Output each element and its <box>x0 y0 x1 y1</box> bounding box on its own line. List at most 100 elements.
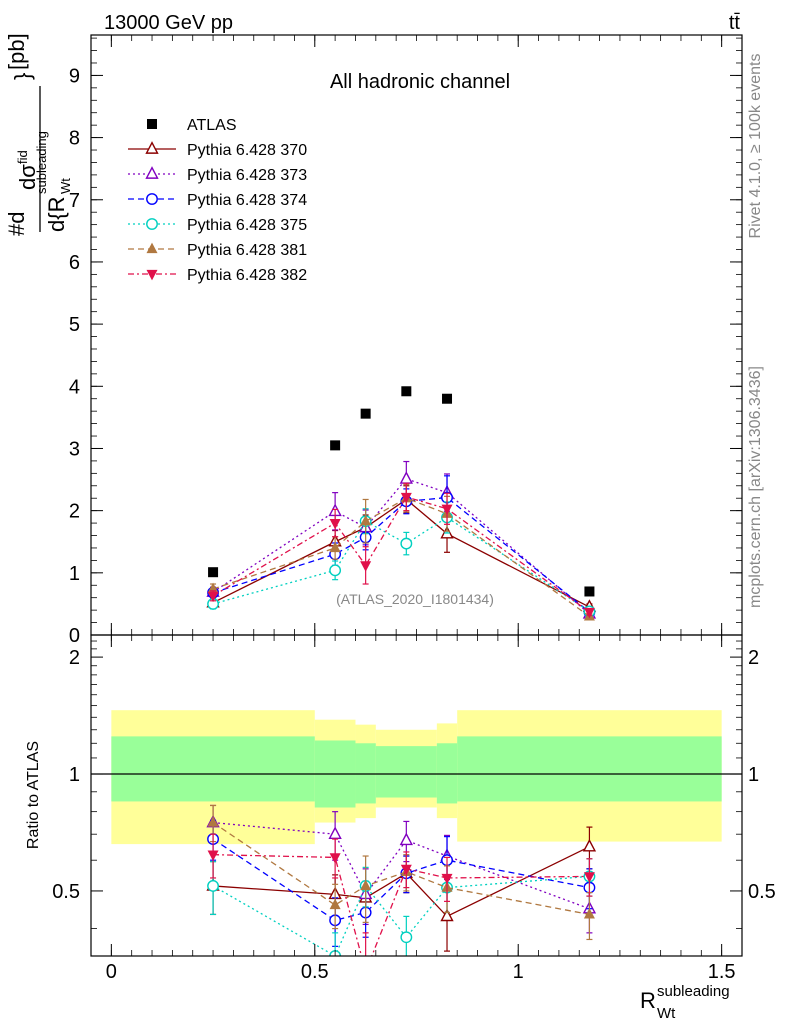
main-axes: 0 1 2 3 4 5 6 7 8 9 <box>69 35 742 647</box>
ratio-point <box>583 908 595 919</box>
main-ylabel: #d dσ fid d{R subleading Wt } [pb] <box>4 33 73 236</box>
analysis-watermark: (ATLAS_2020_I1801434) <box>336 591 494 607</box>
ylabel-unit: [pb] <box>4 33 29 70</box>
data-point <box>208 567 219 578</box>
xlabel-sub: Wt <box>657 1005 676 1022</box>
y-tick-label: 6 <box>69 252 80 274</box>
series-pythia-6-428-382 <box>207 482 595 619</box>
legend-marker <box>146 218 158 230</box>
uncertainty-band-inner <box>375 746 437 798</box>
data-point <box>360 514 372 526</box>
legend: ATLAS Pythia 6.428 370 Pythia 6.428 373 Pyt… <box>128 117 307 284</box>
ratio-point <box>441 873 453 885</box>
ratio-point <box>399 832 413 846</box>
ylabel-denominator-sub: Wt <box>58 178 73 194</box>
data-point <box>360 408 371 419</box>
ratio-y-tick-label: 1 <box>69 764 80 786</box>
uncertainty-band-inner <box>111 736 315 802</box>
uncertainty-band-inner <box>355 743 376 804</box>
legend-label: Pythia 6.428 375 <box>187 217 307 234</box>
ratio-point <box>582 838 597 852</box>
series-atlas <box>208 386 595 597</box>
legend-entry: Pythia 6.428 381 <box>128 242 307 259</box>
series-line <box>212 496 590 613</box>
x-tick-label: 0.5 <box>301 961 329 983</box>
legend-marker <box>145 141 159 154</box>
data-point <box>330 440 341 451</box>
ratio-point <box>400 864 412 876</box>
ylabel-denominator-sup: subleading <box>34 131 49 194</box>
ratio-data-layer <box>206 804 597 977</box>
uncertainty-band-inner <box>457 736 722 802</box>
ratio-series-pythia-6-428-370 <box>206 826 597 952</box>
legend-entry: Pythia 6.428 370 <box>128 141 307 159</box>
y-tick-label: 2 <box>69 501 80 523</box>
data-point <box>442 393 453 404</box>
series-line <box>212 478 590 615</box>
ratio-series-pythia-6-428-382 <box>207 833 595 977</box>
main-data-layer <box>206 386 597 621</box>
data-point <box>400 492 412 504</box>
data-point <box>329 541 341 553</box>
y-tick-label: 3 <box>69 438 80 460</box>
legend-entry: Pythia 6.428 374 <box>128 192 307 209</box>
y-tick-label: 5 <box>69 314 80 336</box>
series-line <box>212 497 590 617</box>
legend-marker <box>146 193 158 205</box>
y-tick-label: 7 <box>69 190 80 212</box>
x-tick-label: 0 <box>106 961 117 983</box>
y-tick-label: 8 <box>69 128 80 150</box>
data-point <box>583 607 595 619</box>
legend-entry: Pythia 6.428 375 <box>128 217 307 234</box>
rivet-label: Rivet 4.1.0, ≥ 100k events <box>747 54 764 239</box>
legend-entry: Pythia 6.428 373 <box>128 166 307 184</box>
ratio-series-line <box>213 846 590 918</box>
ratio-series-line <box>212 838 590 922</box>
data-point <box>399 471 413 484</box>
ratio-point <box>207 850 219 861</box>
data-point <box>400 537 413 550</box>
ratio-point <box>360 967 371 977</box>
ratio-point <box>207 880 219 892</box>
ylabel-numerator: dσ <box>15 164 40 190</box>
xlabel: R subleading Wt <box>640 983 730 1022</box>
y-tick-label: 9 <box>69 65 80 87</box>
ratio-axes: 0.5 0.5 1 1 2 2 0 0.5 1 1.5 <box>52 635 776 983</box>
xlabel-sup: subleading <box>657 983 730 1000</box>
main-series-group <box>206 386 597 621</box>
ratio-point <box>440 908 454 922</box>
data-point <box>584 586 595 597</box>
legend-marker <box>147 119 157 129</box>
ratio-series-group <box>206 804 597 977</box>
ratio-series-line <box>212 822 590 916</box>
ratio-point <box>360 879 372 891</box>
legend-marker <box>146 269 158 281</box>
legend-entry: Pythia 6.428 382 <box>128 267 307 284</box>
legend-marker <box>145 166 159 179</box>
series-line <box>212 516 590 612</box>
ratio-point <box>329 898 341 910</box>
uncertainty-band-inner <box>436 743 458 804</box>
ratio-y-tick-label-right: 2 <box>748 647 759 669</box>
data-point <box>360 561 372 572</box>
ratio-y-tick-label-right: 1 <box>748 764 759 786</box>
ratio-point <box>329 853 341 864</box>
data-point <box>401 386 412 397</box>
ratio-y-tick-label-right: 0.5 <box>748 881 776 903</box>
ratio-y-tick-label: 0.5 <box>52 881 80 903</box>
mcplots-label: mcplots.cern.ch [arXiv:1306.3436] <box>747 366 764 608</box>
ratio-point <box>207 816 219 827</box>
legend-label: Pythia 6.428 373 <box>187 167 307 184</box>
ratio-band-layer <box>91 710 742 845</box>
ratio-ylabel: Ratio to ATLAS <box>25 741 42 849</box>
x-tick-label: 1.5 <box>708 961 736 983</box>
ratio-point <box>583 872 595 883</box>
ylabel-prefix: #d <box>4 212 29 236</box>
legend-label: ATLAS <box>187 117 237 134</box>
series-line <box>212 498 590 608</box>
y-tick-label: 1 <box>69 563 80 585</box>
legend-label: Pythia 6.428 382 <box>187 267 307 284</box>
data-point <box>441 504 453 516</box>
ratio-series-line <box>212 875 590 956</box>
